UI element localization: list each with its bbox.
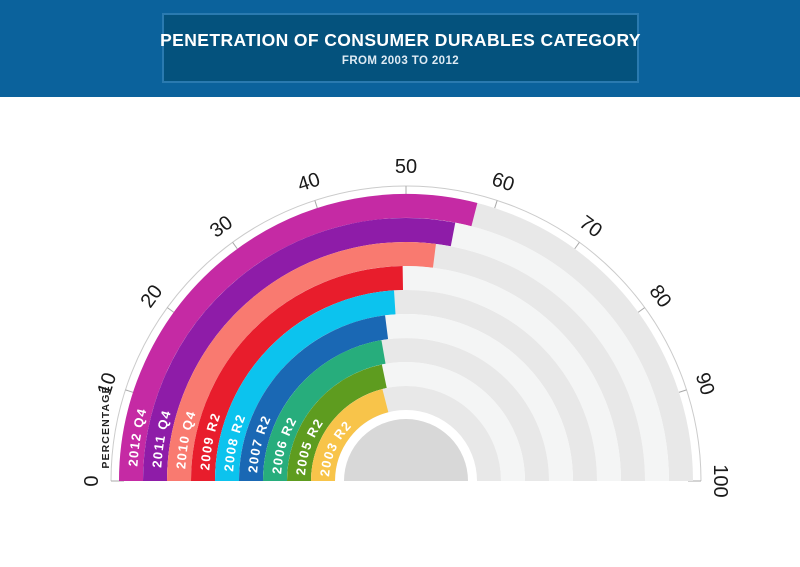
header-band: PENETRATION OF CONSUMER DURABLES CATEGOR… [0, 0, 800, 97]
ring-value-2006-r2 [263, 340, 386, 482]
ring-value-2003-r2 [311, 388, 389, 482]
axis-title-percentage: PERCENTAGE [100, 385, 112, 468]
ring-value-2012-q4 [119, 194, 478, 482]
axis-tick-label: 100 [709, 464, 731, 497]
center-hub [344, 419, 468, 481]
ring-value-2009-r2 [191, 266, 404, 482]
axis-tick-label: 50 [395, 156, 417, 178]
axis-tick-label: 30 [206, 212, 237, 243]
axis-tick-label: 40 [295, 168, 323, 196]
axis-tick-label: 20 [137, 281, 168, 312]
ring-value-2005-r2 [287, 364, 388, 482]
ring-value-2010-q4 [167, 242, 436, 482]
ring-value-2007-r2 [239, 315, 389, 482]
axis-tick-label: 0 [81, 475, 103, 486]
axis-tick-label: 60 [489, 168, 517, 196]
title-box: PENETRATION OF CONSUMER DURABLES CATEGOR… [160, 13, 641, 83]
chart-subtitle: FROM 2003 TO 2012 [341, 54, 460, 67]
axis-tick-label: 80 [645, 281, 676, 312]
axis-tick-label: 90 [691, 370, 719, 398]
gauge-chart: 0 10 20 30 40 50 60 70 80 90 100 2012 Q4 2011 Q4 2010… [0, 97, 800, 567]
axis-tick-label: 70 [575, 212, 606, 243]
chart-title: PENETRATION OF CONSUMER DURABLES CATEGOR… [160, 29, 641, 50]
ring-value-2011-q4 [143, 218, 456, 482]
ring-value-2008-r2 [215, 290, 396, 482]
